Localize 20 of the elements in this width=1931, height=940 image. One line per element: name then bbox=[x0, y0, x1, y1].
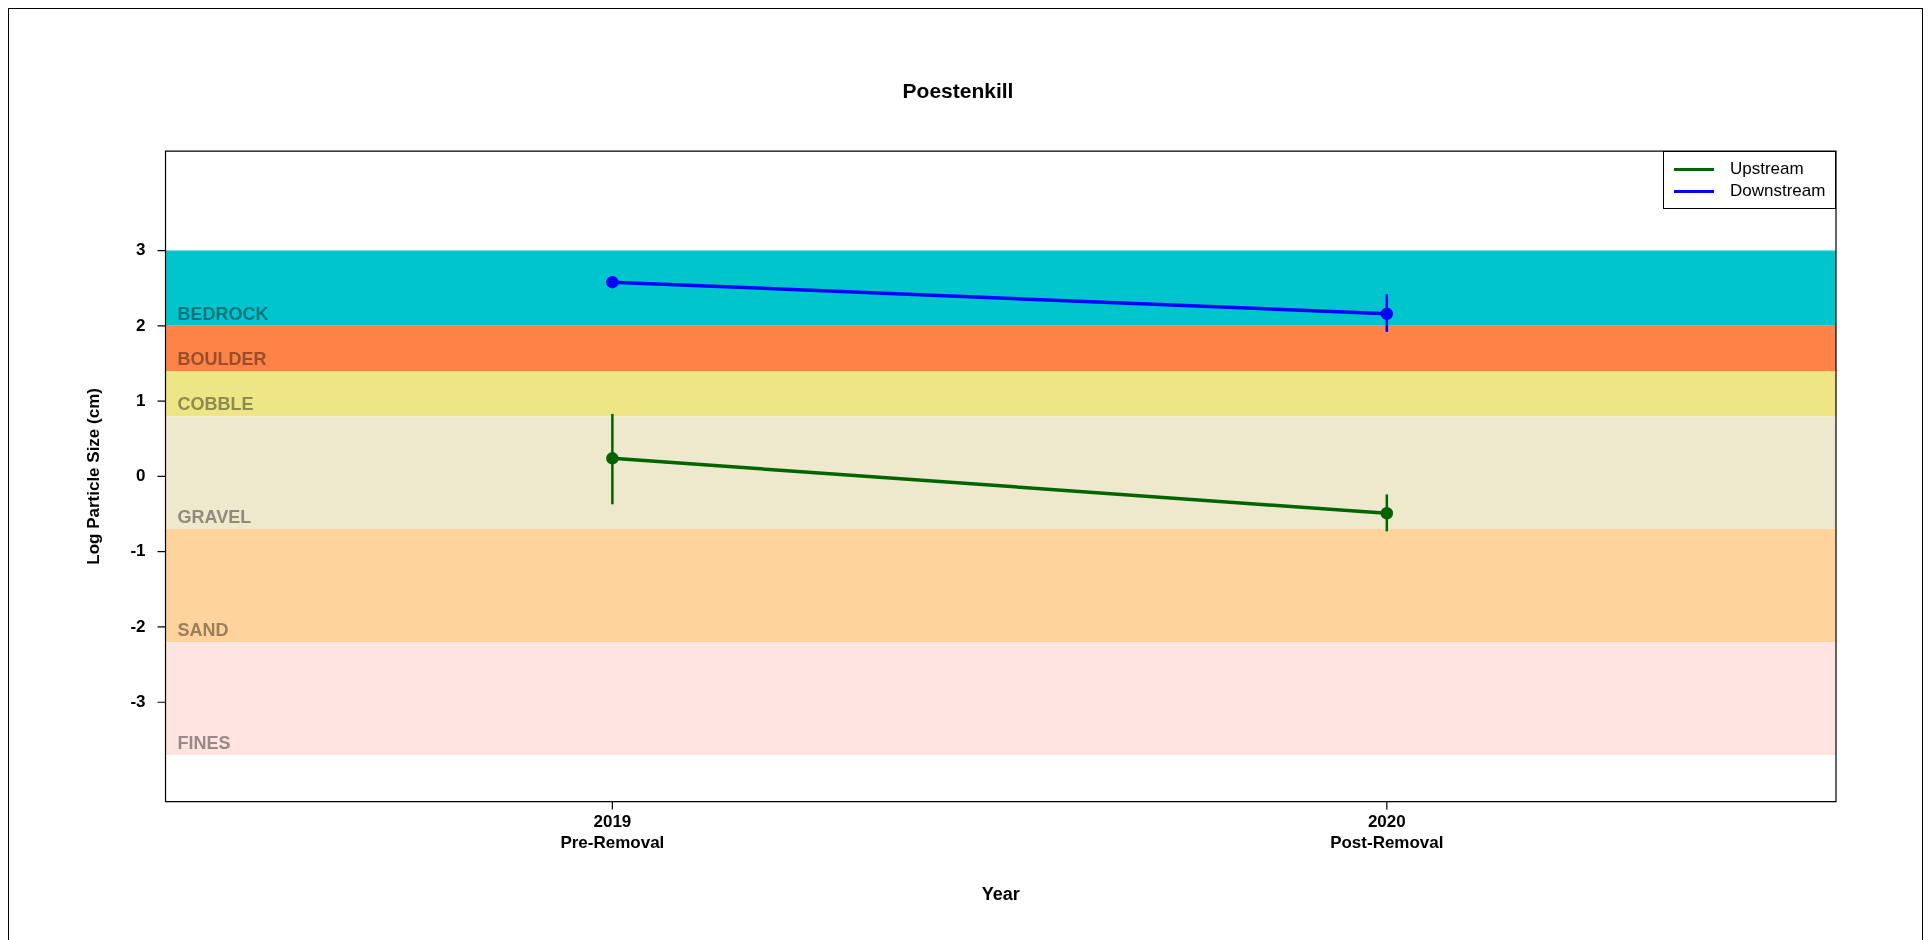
chart-title: Poestenkill bbox=[902, 79, 1014, 103]
y-tick-label: -1 bbox=[130, 541, 146, 561]
y-tick-label: 0 bbox=[136, 466, 146, 486]
y-tick-label: 3 bbox=[136, 240, 146, 260]
band-label: BEDROCK bbox=[177, 303, 269, 324]
y-axis-title: Log Particle Size (cm) bbox=[83, 388, 103, 565]
y-tick-label: -2 bbox=[130, 616, 146, 636]
legend-label: Upstream bbox=[1730, 159, 1804, 180]
band-label: FINES bbox=[177, 732, 231, 753]
legend-label: Downstream bbox=[1730, 181, 1826, 202]
y-tick-label: 2 bbox=[136, 315, 146, 335]
band-label: COBBLE bbox=[177, 394, 254, 415]
band-label: GRAVEL bbox=[177, 507, 252, 528]
y-tick-label: -3 bbox=[130, 691, 146, 711]
band-label: SAND bbox=[177, 619, 229, 640]
band-label: BOULDER bbox=[177, 348, 267, 369]
x-axis-title: Year bbox=[981, 884, 1020, 905]
x-tick-label: 2019 Pre-Removal bbox=[560, 812, 665, 852]
x-tick-label: 2020 Post-Removal bbox=[1330, 812, 1444, 852]
y-tick-label: 1 bbox=[136, 390, 146, 410]
